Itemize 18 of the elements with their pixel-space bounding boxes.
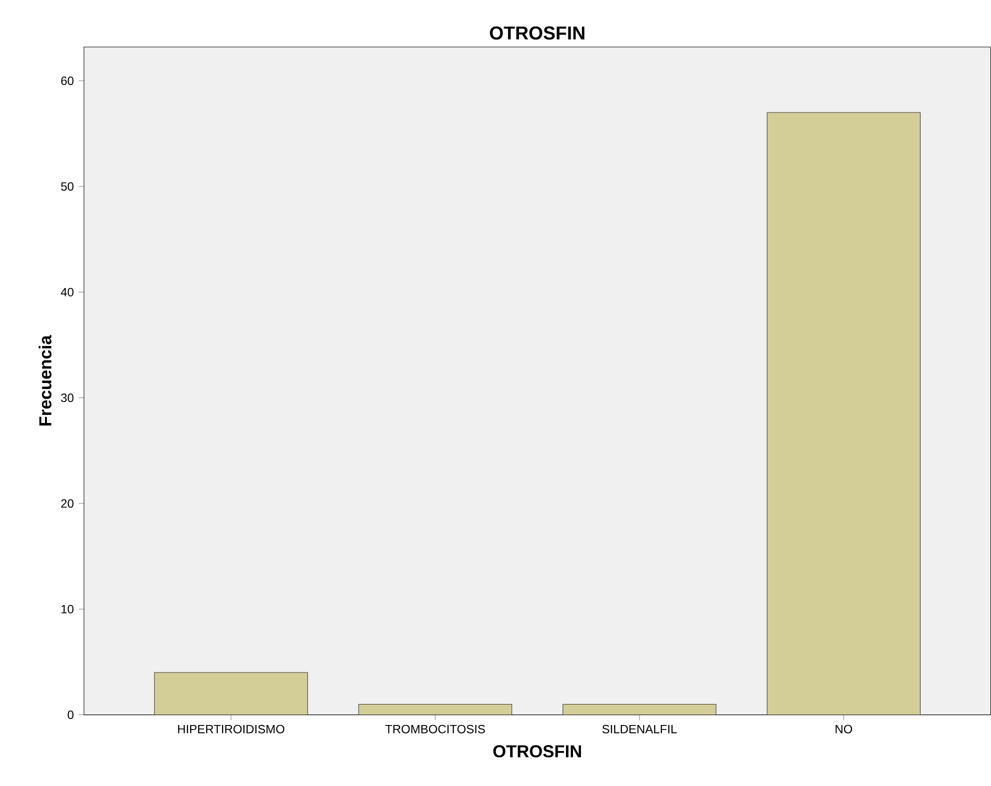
bar [562, 704, 716, 715]
y-tick-label: 10 [62, 604, 74, 614]
bar [358, 704, 512, 715]
y-tick-label: 60 [61, 76, 74, 86]
y-tick-label: 20 [61, 499, 74, 508]
x-tick-label: SILDENALFIL [602, 724, 677, 734]
bar [766, 112, 921, 715]
x-axis-title: OTROSFIN [493, 745, 581, 758]
chart-title: OTROSFIN [490, 26, 584, 40]
y-tick-label: 0 [68, 710, 74, 720]
x-tick-label: HIPERTIROIDISMO [178, 724, 284, 734]
x-tick-label: NO [836, 724, 852, 734]
y-tick-label: 50 [61, 182, 74, 191]
y-tick-label: 40 [60, 288, 74, 296]
bar [154, 672, 308, 715]
y-axis-title: Frecuencia [38, 335, 52, 426]
y-tick-label: 30 [61, 394, 74, 402]
x-tick-label: TROMBOCITOSIS [385, 724, 485, 734]
